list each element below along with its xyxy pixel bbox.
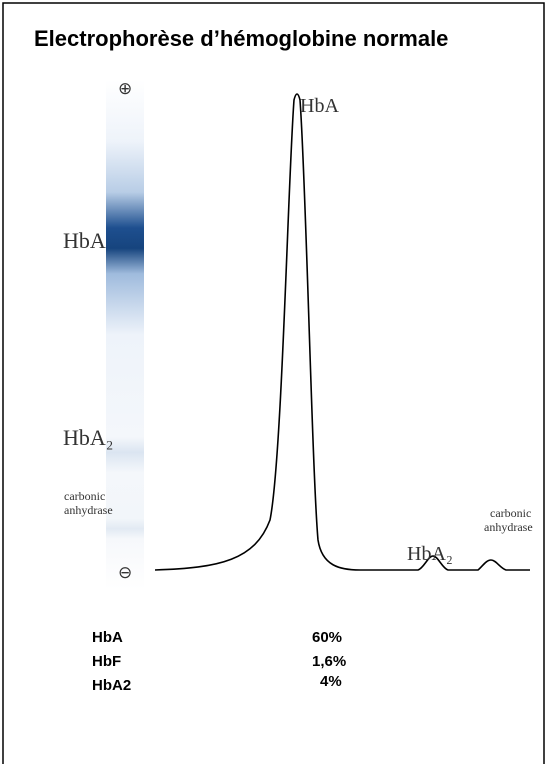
table-cell: HbF xyxy=(92,653,121,670)
peak-label: carbonic xyxy=(490,506,531,520)
gel-anode: ⊕ xyxy=(118,79,132,98)
gel-label: HbA₂ xyxy=(63,425,113,450)
gel-label: HbA xyxy=(63,228,106,253)
table-cell: HbA xyxy=(92,629,123,646)
peak-label: anhydrase xyxy=(484,520,533,534)
table-cell: 1,6% xyxy=(312,653,346,670)
gel-label: carbonic xyxy=(64,489,105,503)
peak-label: HbA₂ xyxy=(407,543,453,565)
gel-label: anhydrase xyxy=(64,503,113,517)
table-cell: 4% xyxy=(320,673,342,690)
peak-label: HbA xyxy=(300,95,339,117)
gel-cathode: ⊖ xyxy=(118,563,132,582)
title: Electrophorèse d’hémoglobine normale xyxy=(34,26,448,51)
table-cell: HbA2 xyxy=(92,677,131,694)
frame xyxy=(3,3,544,764)
table-cell: 60% xyxy=(312,629,342,646)
page: Electrophorèse d’hémoglobine normale ⊕ H… xyxy=(0,0,546,764)
densitometry-curve xyxy=(155,94,530,570)
